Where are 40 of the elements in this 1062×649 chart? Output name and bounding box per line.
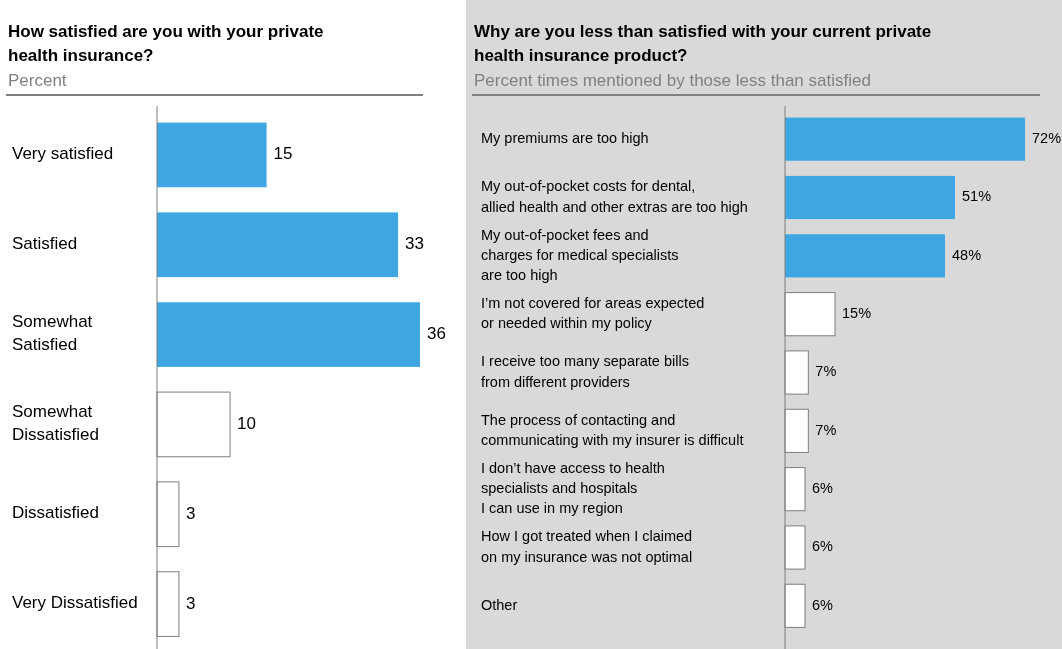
data-label: 3: [185, 593, 196, 613]
y-tick-label: Very satisfied: [12, 144, 114, 164]
y-tick-label: My premiums are too high: [481, 129, 649, 146]
data-label: 3: [185, 503, 196, 523]
y-tick-label: My out-of-pocket costs for dental, allied health and other extras are too high: [481, 178, 748, 215]
data-label: 7%: [815, 363, 837, 380]
chart-subtitle: Percent times mentioned by those less than satisfied: [474, 71, 871, 90]
y-tick-label: I don’t have access to health specialists and hospitals I can use in my region: [481, 459, 665, 517]
bar: [785, 234, 945, 278]
y-tick-label: Somewhat Satisfied: [12, 312, 93, 355]
y-tick-label: I receive too many separate bills from different providers: [481, 353, 689, 390]
data-label: 6%: [812, 538, 834, 555]
chart-subtitle: Percent: [8, 71, 67, 90]
data-label: 51%: [962, 188, 992, 205]
y-tick-label: The process of contacting and communicating with my insurer is difficult: [481, 411, 744, 448]
y-tick-label: Somewhat Dissatisfied: [12, 402, 99, 445]
bar: [785, 175, 955, 220]
y-tick-label: How I got treated when I claimed on my insurance was not optimal: [481, 528, 693, 565]
y-tick-label: Other: [481, 596, 518, 613]
data-label: 15%: [842, 304, 872, 321]
bar: [157, 212, 399, 278]
data-label: 33: [405, 234, 425, 254]
bar: [157, 302, 420, 367]
data-label: 48%: [952, 246, 982, 263]
data-label: 15: [273, 144, 293, 164]
bar: [157, 122, 267, 188]
data-label: 6%: [812, 596, 834, 613]
data-label: 7%: [815, 421, 837, 438]
y-tick-label: My out-of-pocket fees and charges for medical specialists are too high: [481, 226, 679, 283]
data-label: 72%: [1032, 129, 1062, 146]
data-label: 36: [427, 324, 446, 344]
y-tick-label: Satisfied: [12, 234, 78, 254]
data-label: 10: [237, 413, 256, 433]
y-tick-label: I’m not covered for areas expected or needed within my policy: [481, 294, 705, 332]
chart-title: Why are you less than satisfied with your current private health insurance product?: [474, 22, 932, 65]
y-tick-label: Dissatisfied: [12, 503, 99, 523]
bar: [785, 117, 1025, 161]
y-tick-label: Very Dissatisfied: [12, 593, 138, 613]
data-label: 6%: [812, 479, 834, 496]
chart-title: How satisfied are you with your private health insurance?: [8, 22, 324, 65]
